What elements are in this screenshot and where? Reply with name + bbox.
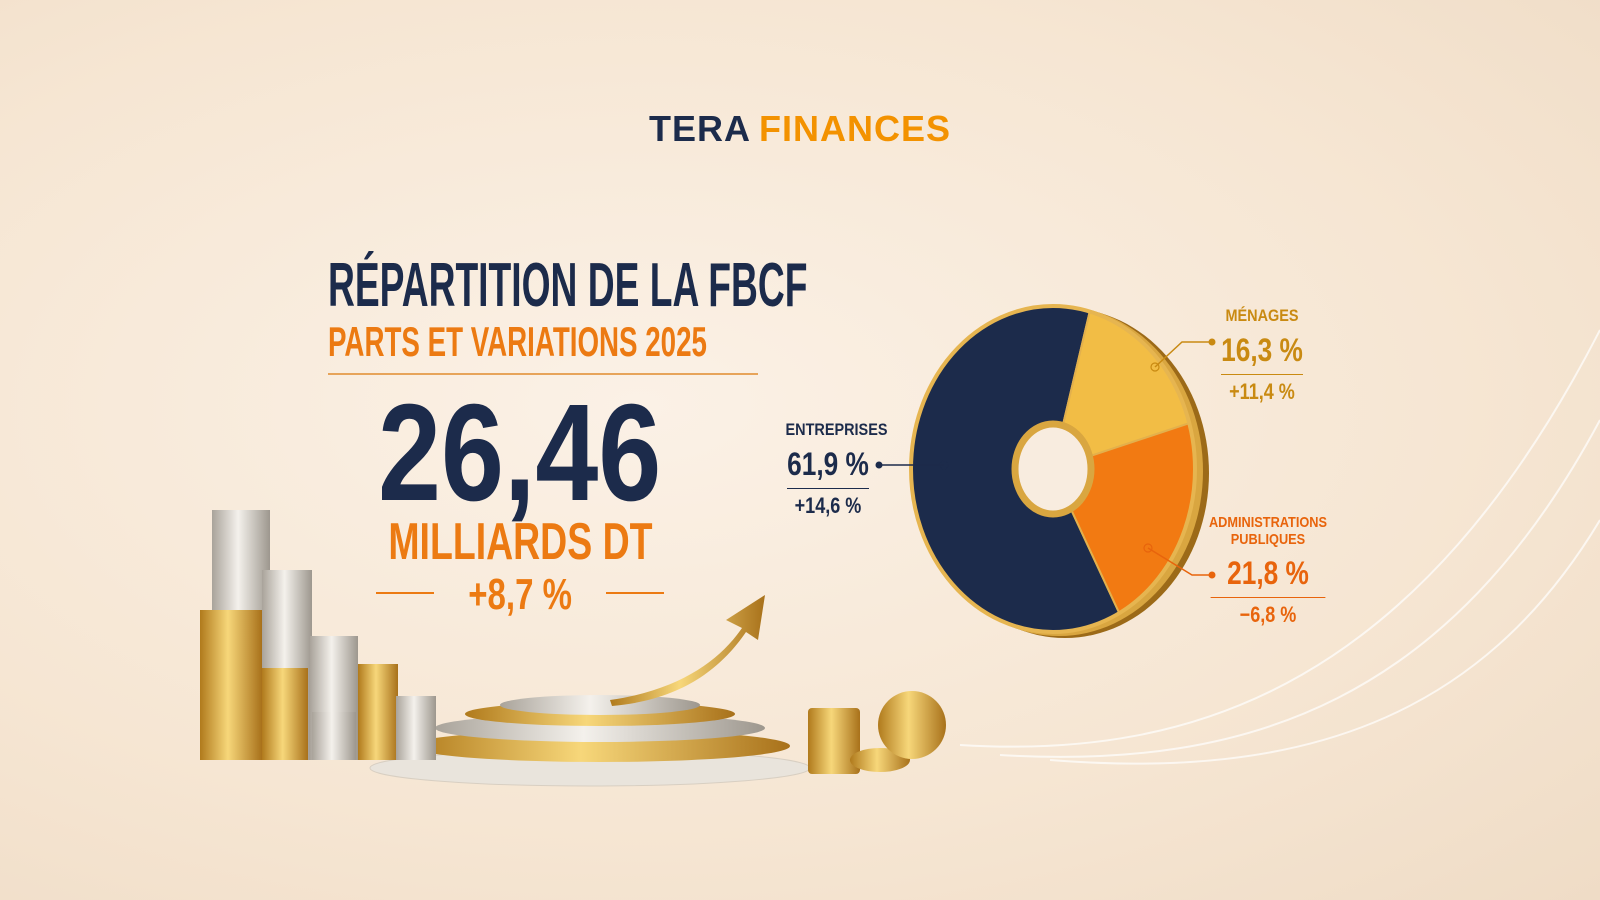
value-label: 61,9 %: [787, 446, 869, 490]
leader-end: [1150, 362, 1160, 372]
divider: [376, 592, 434, 594]
leader-line: [1147, 547, 1212, 576]
variation-label: +14,6 %: [794, 493, 862, 519]
slice-label: MÉNAGES 16,3 % +11,4 %: [1212, 306, 1312, 405]
headline-change: +8,7 %: [468, 570, 572, 619]
donut-outline: [909, 304, 1197, 634]
leader-dot: [1208, 571, 1216, 579]
brand: TERA FINANCES: [0, 108, 1600, 150]
variation-label: −6,8 %: [1239, 602, 1297, 628]
leader-dot: [1208, 338, 1216, 346]
divider: [606, 592, 664, 594]
leader-line: [1154, 341, 1212, 368]
brand-first: TERA: [648, 108, 751, 149]
divider: [328, 373, 758, 375]
category-label: ENTREPRISES: [785, 420, 888, 439]
brand-second: FINANCES: [758, 108, 951, 149]
value-label: 21,8 %: [1210, 555, 1326, 599]
chart-subtitle: PARTS ET VARIATIONS 2025: [328, 318, 707, 365]
slice-label: ENTREPRISES 61,9 % +14,6 %: [778, 420, 888, 519]
headline-amount: 26,46: [378, 376, 662, 530]
leader-dot: [875, 461, 883, 469]
headline-unit: MILLIARDS DT: [387, 513, 653, 571]
chart-title: RÉPARTITION DE LA FBCF: [328, 251, 808, 320]
category-label: ADMINISTRATIONS PUBLIQUES: [1208, 514, 1328, 549]
donut-hole: [1011, 420, 1095, 518]
variation-label: +11,4 %: [1229, 379, 1295, 405]
slice-label: ADMINISTRATIONS PUBLIQUES 21,8 % −6,8 %: [1198, 514, 1338, 628]
leader-end: [939, 460, 949, 470]
value-label: 16,3 %: [1221, 332, 1303, 376]
leader-end: [1143, 543, 1153, 553]
category-label: MÉNAGES: [1225, 306, 1299, 325]
